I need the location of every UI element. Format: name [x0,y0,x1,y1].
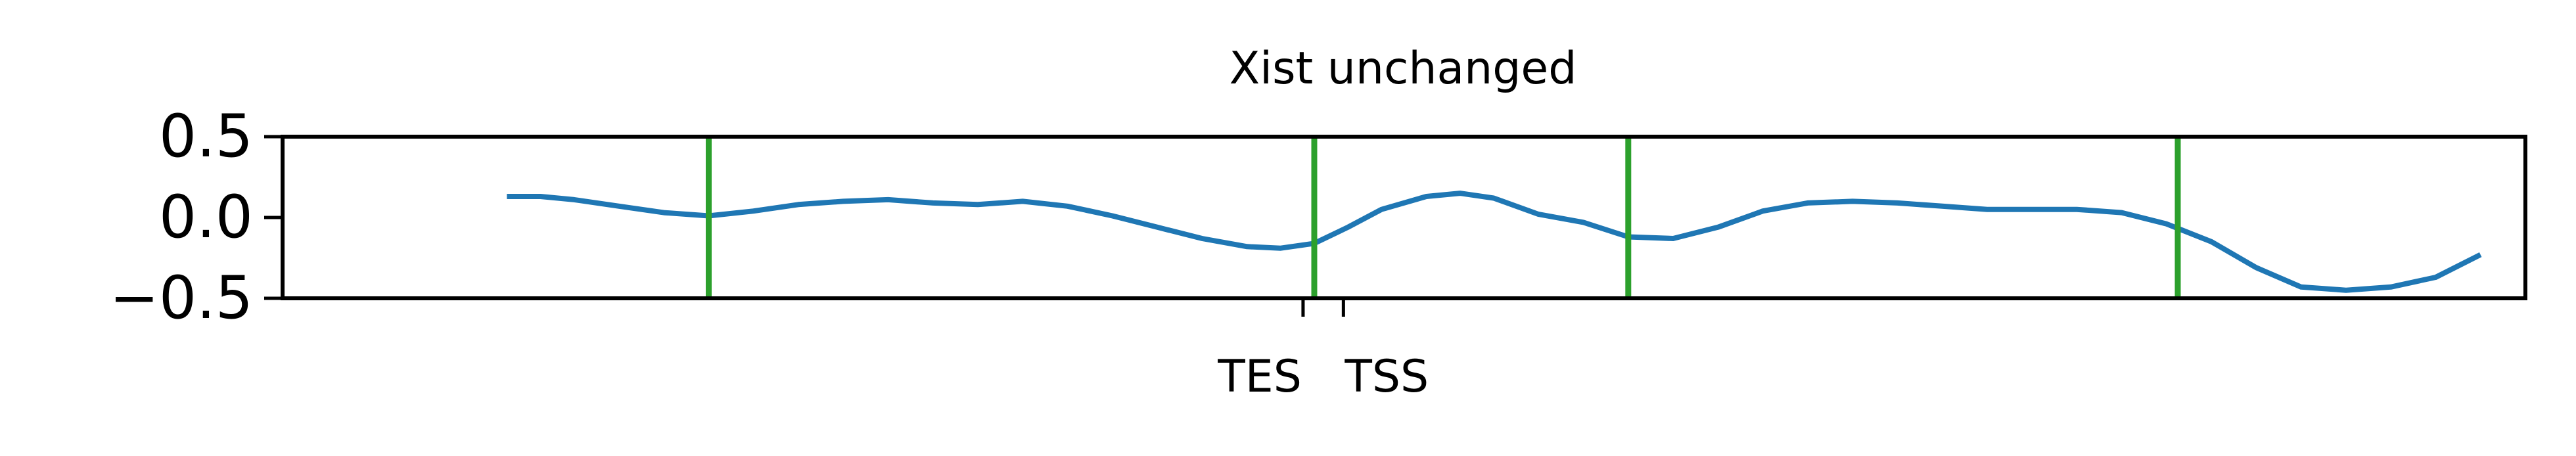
y-tick-label: 0.0 [159,183,253,252]
chart-title: Xist unchanged [1230,43,1577,95]
y-tick-label: 0.5 [159,102,253,171]
series-line [507,191,2482,293]
x-tick-label: TES [1217,351,1302,403]
plot-lines [507,137,2482,298]
x-tick-label: TSS [1344,351,1429,403]
y-axis-ticks: 0.5 0.0 −0.5 [109,102,283,332]
plot-frame [281,135,2527,300]
y-tick-label: −0.5 [109,263,253,332]
x-axis-ticks: TES TSS [1217,298,1429,403]
